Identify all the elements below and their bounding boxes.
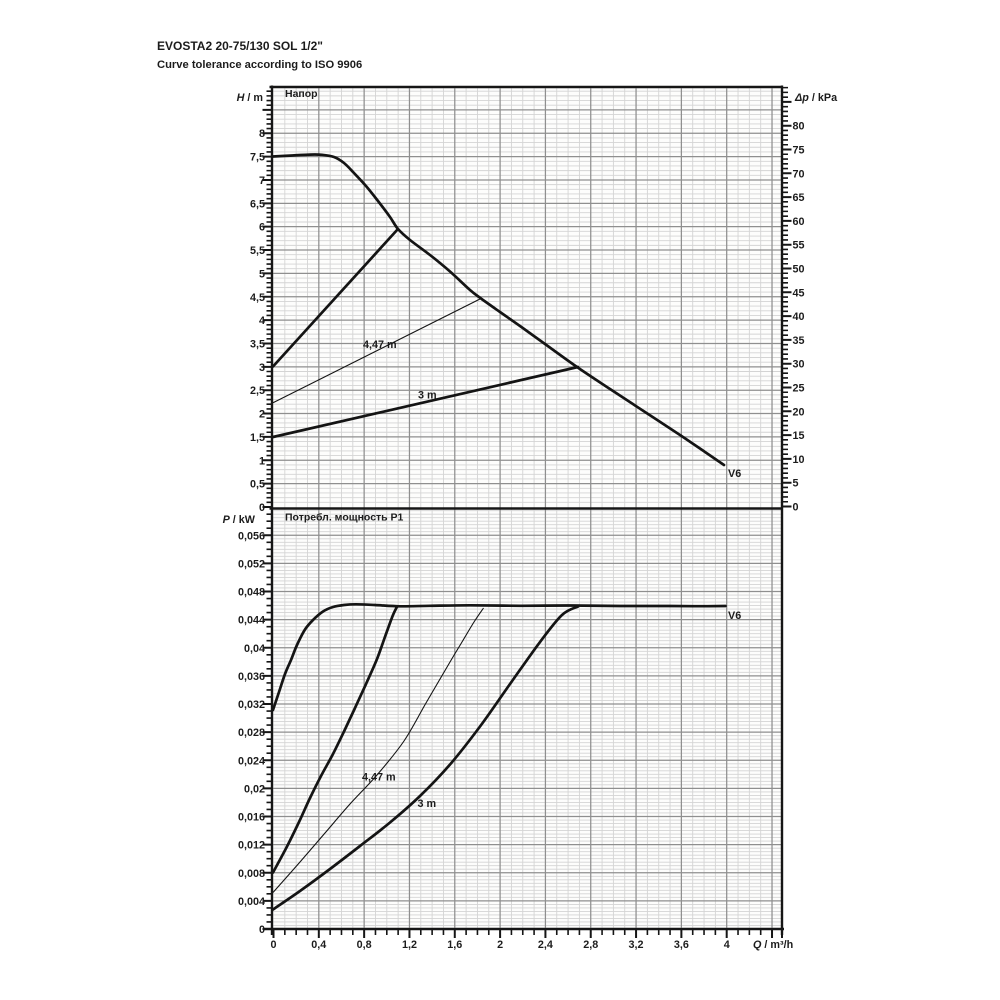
svg-text:0,044: 0,044 bbox=[238, 615, 265, 627]
svg-text:6: 6 bbox=[259, 222, 265, 234]
svg-text:H / m: H / m bbox=[237, 92, 263, 104]
svg-text:20: 20 bbox=[793, 406, 805, 418]
svg-text:5: 5 bbox=[793, 478, 799, 490]
svg-text:0,052: 0,052 bbox=[238, 558, 265, 570]
svg-text:V6: V6 bbox=[728, 468, 741, 480]
svg-text:35: 35 bbox=[793, 335, 805, 347]
svg-text:0,8: 0,8 bbox=[357, 939, 372, 951]
svg-text:10: 10 bbox=[793, 454, 805, 466]
svg-text:30: 30 bbox=[793, 359, 805, 371]
svg-text:2: 2 bbox=[259, 409, 265, 421]
svg-text:3,2: 3,2 bbox=[629, 939, 644, 951]
svg-text:0: 0 bbox=[259, 924, 265, 936]
svg-text:2,8: 2,8 bbox=[583, 939, 598, 951]
svg-text:8: 8 bbox=[259, 128, 265, 140]
svg-text:3 m: 3 m bbox=[418, 390, 437, 402]
svg-text:6,5: 6,5 bbox=[250, 198, 265, 210]
svg-text:0,02: 0,02 bbox=[244, 783, 265, 795]
svg-text:3,6: 3,6 bbox=[674, 939, 689, 951]
svg-text:3: 3 bbox=[259, 362, 265, 374]
svg-text:4,5: 4,5 bbox=[250, 292, 265, 304]
svg-text:65: 65 bbox=[793, 192, 805, 204]
svg-text:0,5: 0,5 bbox=[250, 479, 265, 491]
svg-text:0: 0 bbox=[259, 502, 265, 514]
svg-text:7: 7 bbox=[259, 175, 265, 187]
svg-text:0,056: 0,056 bbox=[238, 530, 265, 542]
svg-text:5: 5 bbox=[259, 268, 265, 280]
svg-text:2,4: 2,4 bbox=[538, 939, 553, 951]
svg-text:0,032: 0,032 bbox=[238, 699, 265, 711]
svg-text:1: 1 bbox=[259, 455, 265, 467]
svg-text:0,012: 0,012 bbox=[238, 840, 265, 852]
svg-text:0,04: 0,04 bbox=[244, 643, 265, 655]
svg-text:60: 60 bbox=[793, 216, 805, 228]
svg-text:0,048: 0,048 bbox=[238, 587, 265, 599]
svg-text:5,5: 5,5 bbox=[250, 245, 265, 257]
svg-text:40: 40 bbox=[793, 311, 805, 323]
svg-text:15: 15 bbox=[793, 430, 805, 442]
svg-text:4,47 m: 4,47 m bbox=[363, 339, 397, 351]
svg-text:55: 55 bbox=[793, 240, 805, 252]
svg-text:45: 45 bbox=[793, 287, 805, 299]
svg-text:V6: V6 bbox=[728, 610, 741, 622]
svg-text:3,5: 3,5 bbox=[250, 338, 265, 350]
svg-text:0,008: 0,008 bbox=[238, 868, 265, 880]
svg-text:7,5: 7,5 bbox=[250, 152, 265, 164]
svg-text:Δp / kPa: Δp / kPa bbox=[794, 92, 838, 104]
svg-text:0,028: 0,028 bbox=[238, 727, 265, 739]
svg-text:Напор: Напор bbox=[285, 88, 318, 100]
svg-text:0,016: 0,016 bbox=[238, 812, 265, 824]
svg-text:2,5: 2,5 bbox=[250, 385, 265, 397]
svg-text:P / kW: P / kW bbox=[223, 514, 256, 526]
svg-text:0,036: 0,036 bbox=[238, 671, 265, 683]
svg-text:4: 4 bbox=[259, 315, 265, 327]
svg-text:2: 2 bbox=[497, 939, 503, 951]
svg-text:0,4: 0,4 bbox=[311, 939, 326, 951]
svg-text:70: 70 bbox=[793, 168, 805, 180]
svg-text:Потребл. мощность P1: Потребл. мощность P1 bbox=[285, 512, 404, 524]
svg-text:4,47 m: 4,47 m bbox=[362, 772, 396, 784]
svg-text:80: 80 bbox=[793, 121, 805, 133]
svg-text:0,004: 0,004 bbox=[238, 896, 265, 908]
svg-text:0: 0 bbox=[793, 502, 799, 514]
svg-text:50: 50 bbox=[793, 264, 805, 276]
svg-text:1,2: 1,2 bbox=[402, 939, 417, 951]
svg-text:1,6: 1,6 bbox=[447, 939, 462, 951]
svg-text:4: 4 bbox=[724, 939, 730, 951]
svg-text:75: 75 bbox=[793, 145, 805, 157]
svg-text:0: 0 bbox=[270, 939, 276, 951]
svg-text:25: 25 bbox=[793, 383, 805, 395]
svg-text:0,024: 0,024 bbox=[238, 755, 265, 767]
svg-text:Q / m³/h: Q / m³/h bbox=[753, 939, 793, 951]
svg-text:1,5: 1,5 bbox=[250, 432, 265, 444]
svg-text:3 m: 3 m bbox=[418, 798, 437, 810]
